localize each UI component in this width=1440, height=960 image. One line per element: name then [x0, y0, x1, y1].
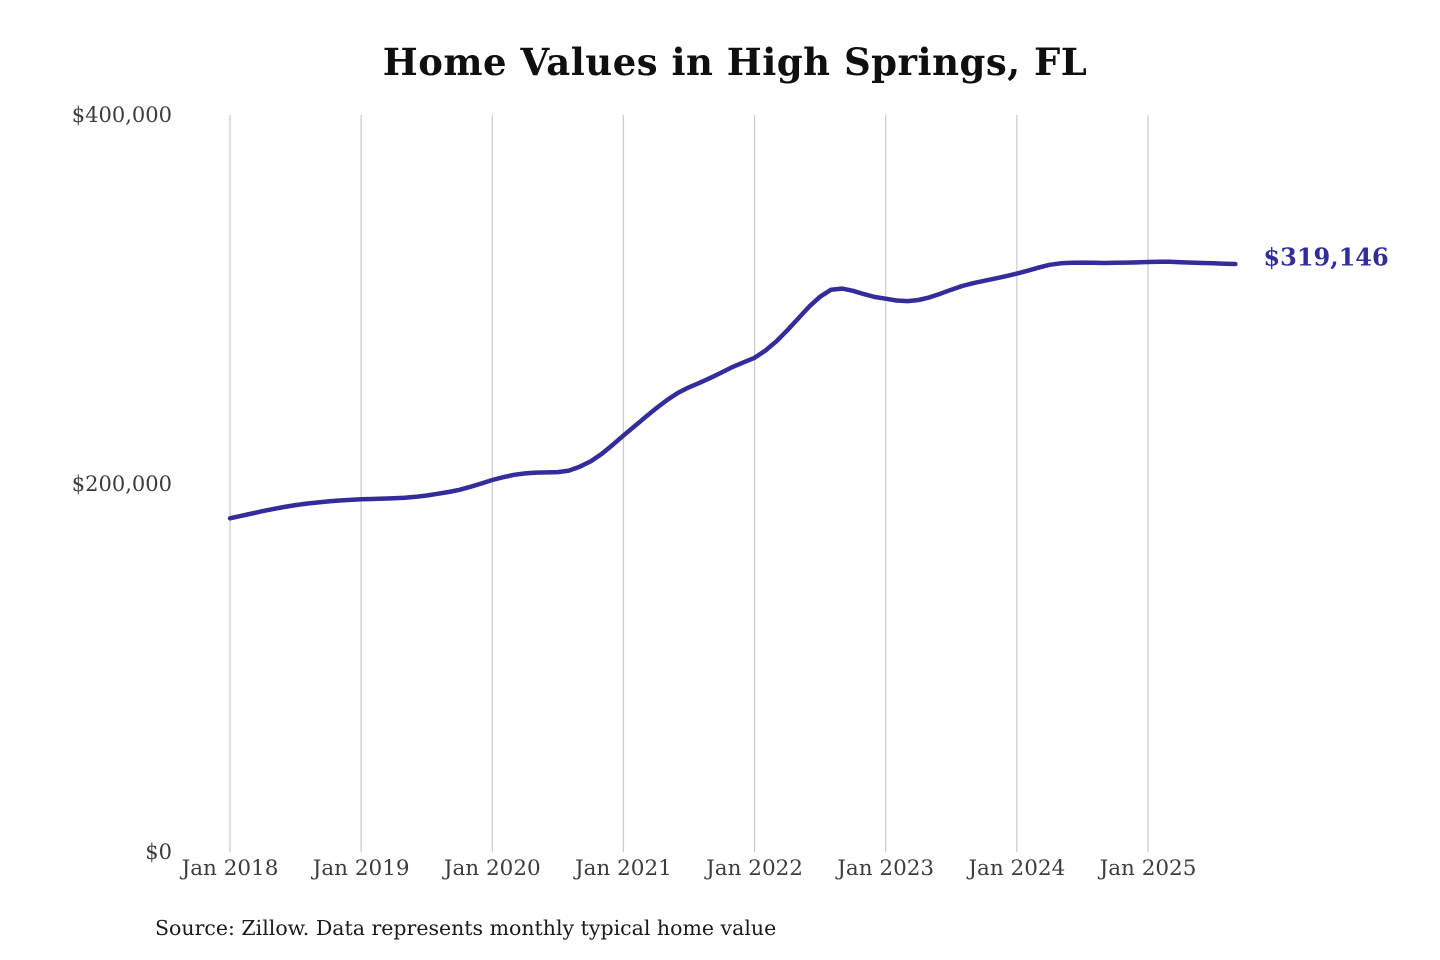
x-axis-tick-label: Jan 2025 [1099, 856, 1197, 881]
y-axis-tick-label: $400,000 [71, 103, 172, 127]
current-value-label: $319,146 [1263, 242, 1389, 272]
x-axis-tick-label: Jan 2020 [443, 856, 541, 881]
x-axis-tick-label: Jan 2023 [837, 856, 935, 881]
chart-title: Home Values in High Springs, FL [382, 40, 1088, 84]
home-value-line [227, 259, 1238, 521]
x-axis-tick-label: Jan 2019 [312, 856, 410, 881]
x-axis-tick-label: Jan 2021 [575, 856, 672, 881]
source-note: Source: Zillow. Data represents monthly … [155, 916, 777, 940]
x-axis-tick-label: Jan 2024 [968, 856, 1066, 881]
y-axis-tick-label: $200,000 [71, 471, 172, 496]
x-axis-tick-label: Jan 2022 [706, 856, 803, 881]
y-axis-tick-label: $0 [145, 840, 172, 864]
x-axis-tick-label: Jan 2018 [181, 856, 279, 881]
